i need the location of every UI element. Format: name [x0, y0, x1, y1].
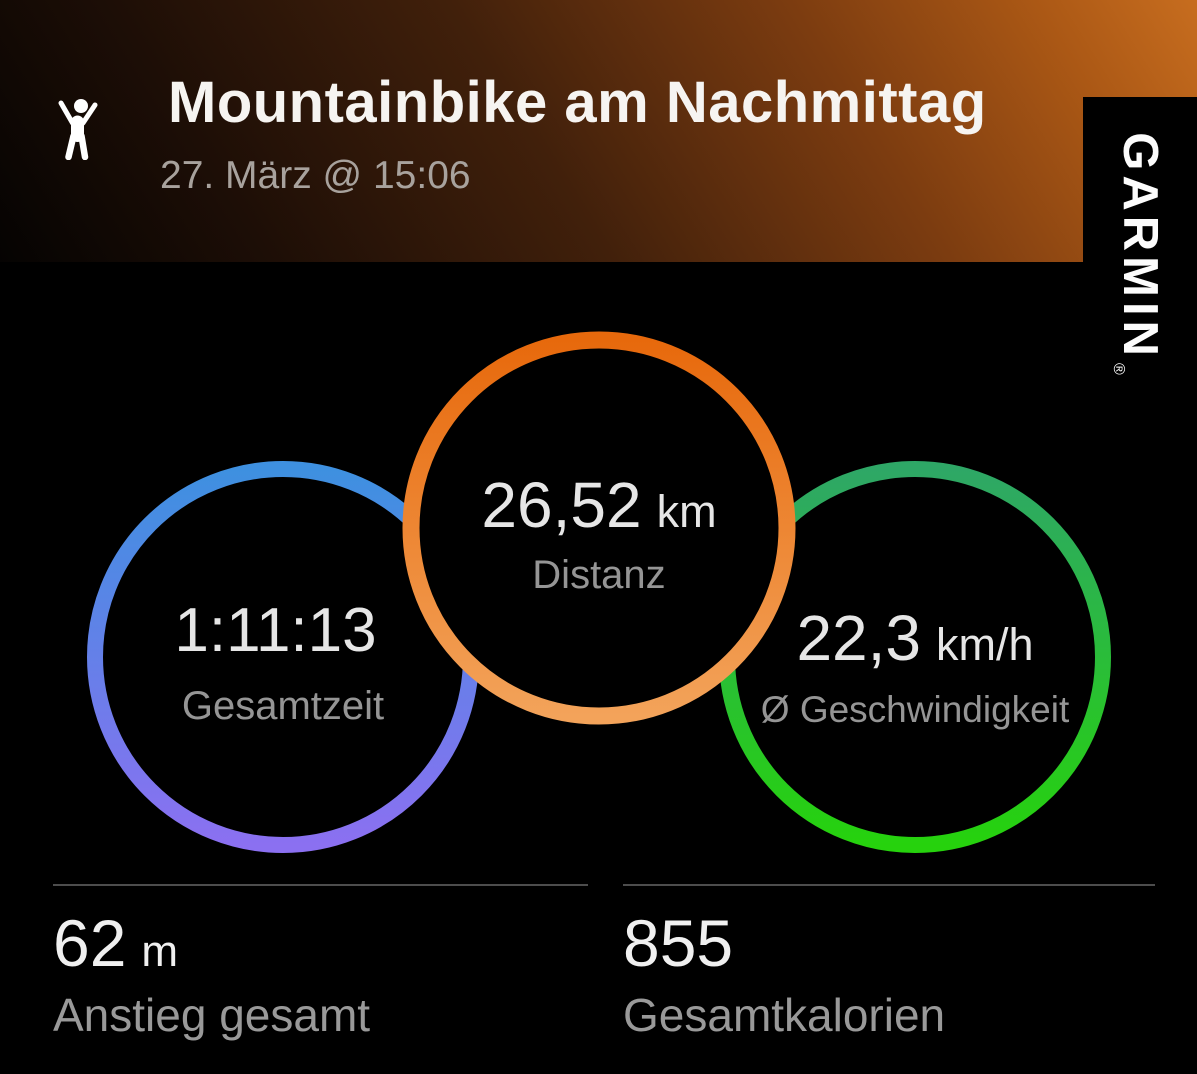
avg-speed-value-row: 22,3 km/h: [761, 606, 1069, 670]
stat-divider: [53, 884, 588, 886]
stat-divider: [623, 884, 1155, 886]
activity-date: 27. März @ 15:06: [160, 154, 471, 197]
summary-stat-total-calories: 855 Gesamtkalorien: [623, 884, 1155, 1043]
avg-speed-value: 22,3: [796, 602, 922, 674]
garmin-logo-box: [1083, 97, 1197, 410]
ring-text-distance: 26,52 km Distanz: [481, 473, 716, 599]
ring-text-total-time: 1:11:13 Gesamtzeit: [174, 600, 391, 730]
distance-value-row: 26,52 km: [481, 473, 716, 537]
total-ascent-label: Anstieg gesamt: [53, 989, 371, 1041]
total-time-value: 1:11:13: [174, 596, 377, 665]
distance-label: Distanz: [532, 553, 666, 597]
total-calories-label: Gesamtkalorien: [623, 989, 946, 1041]
activity-title: Mountainbike am Nachmittag: [168, 70, 987, 135]
total-ascent-unit: m: [141, 927, 179, 976]
total-ascent-value-row: 62 m: [53, 910, 588, 976]
avg-speed-label: Ø Geschwindigkeit: [760, 689, 1070, 730]
distance-unit: km: [656, 486, 717, 537]
total-ascent-value: 62: [53, 906, 127, 980]
ring-distance: [402, 331, 796, 725]
total-time-label: Gesamtzeit: [181, 684, 385, 728]
ring-text-avg-speed: 22,3 km/h Ø Geschwindigkeit: [761, 606, 1069, 732]
total-calories-value: 855: [623, 906, 734, 980]
avg-speed-unit: km/h: [936, 619, 1034, 670]
activity-header: Mountainbike am Nachmittag 27. März @ 15…: [0, 0, 1197, 262]
total-time-value-row: 1:11:13: [174, 600, 391, 662]
total-calories-value-row: 855: [623, 910, 1155, 976]
person-arms-raised-icon: [58, 99, 98, 160]
distance-value: 26,52: [481, 469, 642, 541]
summary-stat-total-ascent: 62 m Anstieg gesamt: [53, 884, 588, 1043]
